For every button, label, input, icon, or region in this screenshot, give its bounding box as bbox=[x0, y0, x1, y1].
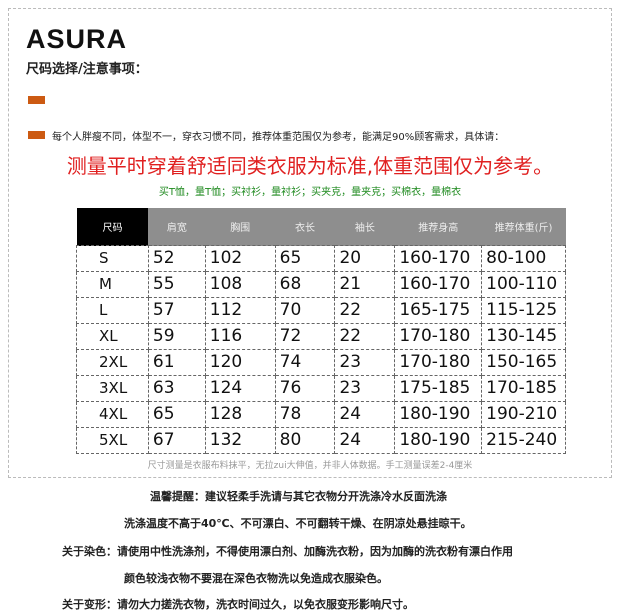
table-cell: 59 bbox=[147, 323, 206, 350]
table-cell: 76 bbox=[274, 375, 336, 402]
table-cell: 100-110 bbox=[481, 271, 566, 298]
table-row: 5XL 67 132 80 24 180-190 215-240 bbox=[76, 427, 566, 454]
column-header: 胸围 bbox=[205, 208, 276, 246]
table-cell: 20 bbox=[334, 245, 396, 272]
table-row: M 55 108 68 21 160-170 100-110 bbox=[76, 271, 566, 298]
column-header: 肩宽 bbox=[148, 208, 206, 246]
care-line: 洗涤温度不高于40℃、不可漂白、不可翻转干燥、在阴凉处悬挂晾干。 bbox=[124, 517, 472, 530]
table-cell: 124 bbox=[204, 375, 276, 402]
table-cell: 215-240 bbox=[481, 427, 566, 454]
table-cell: 70 bbox=[274, 297, 336, 324]
table-cell: 68 bbox=[274, 271, 336, 298]
table-cell: M bbox=[76, 271, 149, 298]
column-header: 推荐体重(斤) bbox=[481, 208, 566, 246]
brand-logo: ASURA bbox=[26, 24, 128, 54]
table-row: 4XL 65 128 78 24 180-190 190-210 bbox=[76, 401, 566, 428]
table-cell: 115-125 bbox=[481, 297, 566, 324]
table-cell: 170-180 bbox=[394, 349, 483, 376]
table-cell: 130-145 bbox=[481, 323, 566, 350]
table-cell: 165-175 bbox=[394, 297, 483, 324]
table-cell: 24 bbox=[334, 427, 396, 454]
table-cell: 22 bbox=[334, 297, 396, 324]
tip-text: 买T恤，量T恤；买衬衫，量衬衫；买夹克，量夹克；买棉衣，量棉衣 bbox=[158, 187, 462, 198]
table-cell: 170-180 bbox=[394, 323, 483, 350]
table-cell: 67 bbox=[147, 427, 206, 454]
table-cell: 128 bbox=[204, 401, 276, 428]
table-cell: 4XL bbox=[76, 401, 149, 428]
table-cell: 57 bbox=[147, 297, 206, 324]
accent-bar bbox=[28, 96, 45, 104]
table-cell: 180-190 bbox=[394, 427, 483, 454]
table-cell: 132 bbox=[204, 427, 276, 454]
table-cell: 72 bbox=[274, 323, 336, 350]
table-cell: 190-210 bbox=[481, 401, 566, 428]
table-cell: 65 bbox=[274, 245, 336, 272]
column-header: 尺码 bbox=[76, 208, 149, 246]
table-cell: 160-170 bbox=[394, 271, 483, 298]
table-cell: 65 bbox=[147, 401, 206, 428]
table-cell: 80-100 bbox=[481, 245, 566, 272]
table-cell: 80 bbox=[274, 427, 336, 454]
table-cell: 102 bbox=[204, 245, 276, 272]
table-cell: 21 bbox=[334, 271, 396, 298]
size-chart-frame bbox=[8, 8, 612, 478]
table-row: 3XL 63 124 76 23 175-185 170-185 bbox=[76, 375, 566, 402]
table-row: 2XL 61 120 74 23 170-180 150-165 bbox=[76, 349, 566, 376]
table-cell: 150-165 bbox=[481, 349, 566, 376]
table-cell: 52 bbox=[147, 245, 206, 272]
table-cell: 180-190 bbox=[394, 401, 483, 428]
table-cell: 24 bbox=[334, 401, 396, 428]
care-line: 关于变形：请勿大力搓洗衣物，洗衣时间过久，以免衣服变形影响尺寸。 bbox=[62, 598, 414, 611]
table-cell: XL bbox=[76, 323, 149, 350]
care-line: 颜色较浅衣物不要混在深色衣物洗以免造成衣服染色。 bbox=[124, 572, 388, 585]
headline: 测量平时穿着舒适同类衣服为标准,体重范围仅为参考。 bbox=[66, 154, 554, 178]
column-header: 衣长 bbox=[275, 208, 335, 246]
table-cell: 112 bbox=[204, 297, 276, 324]
table-cell: 120 bbox=[204, 349, 276, 376]
table-cell: 74 bbox=[274, 349, 336, 376]
note-text: 每个人胖瘦不同，体型不一，穿衣习惯不同，推荐体重范围仅为参考，能满足90%顾客需… bbox=[52, 132, 505, 143]
table-row: XL 59 116 72 22 170-180 130-145 bbox=[76, 323, 566, 350]
table-cell: 160-170 bbox=[394, 245, 483, 272]
table-cell: S bbox=[76, 245, 149, 272]
table-cell: 116 bbox=[204, 323, 276, 350]
table-cell: 170-185 bbox=[481, 375, 566, 402]
footnote: 尺寸测量是衣服布料抹平，无拉zui大伸值，并非人体数据。手工测量误差2-4厘米 bbox=[147, 461, 473, 471]
care-line: 关于染色：请使用中性洗涤剂，不得使用漂白剂、加酶洗衣粉，因为加酶的洗衣粉有漂白作… bbox=[62, 545, 513, 558]
accent-bar bbox=[28, 131, 45, 139]
care-line: 温馨提醒：建议轻柔手洗请与其它衣物分开洗涤冷水反面洗涤 bbox=[150, 490, 447, 503]
subtitle: 尺码选择/注意事项： bbox=[26, 62, 148, 77]
table-row: L 57 112 70 22 165-175 115-125 bbox=[76, 297, 566, 324]
table-cell: 5XL bbox=[76, 427, 149, 454]
table-cell: 78 bbox=[274, 401, 336, 428]
table-cell: 175-185 bbox=[394, 375, 483, 402]
table-cell: 61 bbox=[147, 349, 206, 376]
table-cell: 55 bbox=[147, 271, 206, 298]
table-cell: 63 bbox=[147, 375, 206, 402]
size-table: 尺码 肩宽 胸围 衣长 袖长 推荐身高 推荐体重(斤) S 52 102 65 20 160-170 8… bbox=[76, 208, 566, 454]
table-cell: 22 bbox=[334, 323, 396, 350]
table-cell: 2XL bbox=[76, 349, 149, 376]
table-row: S 52 102 65 20 160-170 80-100 bbox=[76, 245, 566, 272]
column-header: 推荐身高 bbox=[394, 208, 482, 246]
table-cell: 23 bbox=[334, 349, 396, 376]
table-cell: 108 bbox=[204, 271, 276, 298]
column-header: 袖长 bbox=[334, 208, 395, 246]
table-cell: L bbox=[76, 297, 149, 324]
table-cell: 23 bbox=[334, 375, 396, 402]
table-cell: 3XL bbox=[76, 375, 149, 402]
